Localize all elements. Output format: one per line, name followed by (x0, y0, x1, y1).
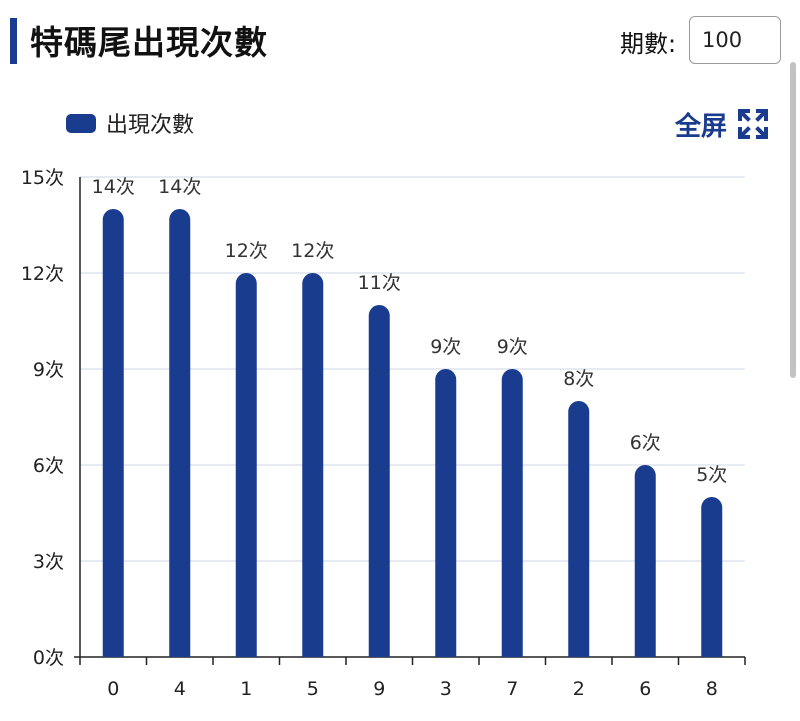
y-tick-label: 9次 (33, 359, 64, 381)
grid-layer (80, 176, 745, 562)
data-label: 9次 (430, 336, 461, 358)
bar-9[interactable] (368, 305, 390, 657)
bar-6[interactable] (634, 465, 656, 657)
data-label: 14次 (158, 176, 201, 198)
page-title: 特碼尾出現次數 (30, 23, 268, 62)
bar-5[interactable] (302, 273, 324, 657)
bar-layer (102, 209, 723, 657)
data-label: 11次 (358, 272, 401, 294)
x-tick-label: 5 (307, 678, 319, 700)
data-label: 5次 (696, 464, 727, 486)
x-tick-label: 2 (573, 678, 585, 700)
label-layer: 14次 0 14次 4 12次 1 12次 5 11次 9 9次 3 9次 7 8次 2 6次 6 5次 8 (92, 176, 728, 700)
bar-3[interactable] (435, 369, 457, 657)
x-tick-label: 3 (440, 678, 452, 700)
x-tick-label: 1 (240, 678, 252, 700)
fullscreen-button[interactable]: 全屏 (675, 105, 769, 143)
y-tick-label: 6次 (33, 455, 64, 477)
data-label: 6次 (630, 432, 661, 454)
x-tick-label: 7 (506, 678, 518, 700)
data-label: 14次 (92, 176, 135, 198)
bar-7[interactable] (501, 369, 523, 657)
bar-0[interactable] (102, 209, 124, 657)
x-tick-label: 8 (706, 678, 718, 700)
y-tick-label: 15次 (21, 167, 64, 189)
axis-layer: 0次 3次 6次 9次 12次 15次 (21, 167, 746, 669)
data-label: 8次 (563, 368, 594, 390)
bar-4[interactable] (169, 209, 191, 657)
legend[interactable]: 出現次數 (66, 108, 194, 138)
data-label: 9次 (497, 336, 528, 358)
y-tick-label: 3次 (33, 551, 64, 573)
header: 特碼尾出現次數 期數: (0, 0, 800, 80)
title-accent-bar (10, 18, 17, 64)
scrollbar-thumb[interactable] (790, 62, 796, 378)
fullscreen-label: 全屏 (675, 111, 728, 142)
data-label: 12次 (225, 240, 268, 262)
expand-icon (738, 109, 769, 139)
data-label: 12次 (291, 240, 334, 262)
bar-2[interactable] (568, 401, 590, 657)
legend-label: 出現次數 (106, 113, 195, 138)
x-tick-label: 4 (174, 678, 186, 700)
bar-1[interactable] (235, 273, 257, 657)
periods-input[interactable] (689, 16, 781, 64)
x-tick-label: 0 (107, 678, 119, 700)
y-tick-label: 12次 (21, 263, 64, 285)
legend-swatch (66, 113, 96, 133)
bar-8[interactable] (701, 497, 723, 657)
x-tick-label: 9 (373, 678, 385, 700)
periods-label: 期數: (620, 30, 677, 58)
x-tick-label: 6 (639, 678, 651, 700)
y-tick-label: 0次 (33, 647, 64, 669)
